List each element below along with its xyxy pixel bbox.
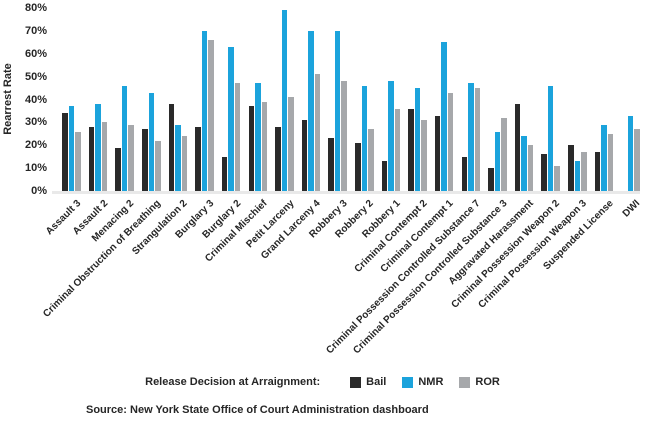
bar-nmr	[121, 85, 128, 191]
legend-items: Bail NMR ROR	[334, 376, 500, 388]
bar-ror	[368, 129, 374, 191]
legend-swatch-nmr	[402, 376, 414, 388]
y-tick-label: 10%	[24, 162, 47, 175]
y-tick-label: 50%	[24, 70, 47, 83]
bar-nmr	[201, 30, 208, 191]
bar-ror	[314, 74, 321, 191]
legend-swatch-bail	[350, 376, 362, 388]
bar-nmr	[601, 124, 607, 191]
bar-nmr	[228, 46, 234, 191]
bar-ror	[155, 140, 161, 191]
bar-nmr	[68, 106, 75, 191]
bar-bail	[355, 142, 361, 191]
y-tick-label: 0%	[31, 185, 47, 197]
bar-nmr	[175, 124, 181, 191]
bar-ror	[101, 122, 108, 191]
legend-item-bail: Bail	[350, 376, 386, 388]
legend-swatch-ror	[459, 376, 471, 388]
y-tick-label: 60%	[24, 47, 47, 60]
bar-bail	[488, 168, 494, 191]
legend-item-ror: ROR	[459, 376, 500, 388]
bar-ror	[394, 108, 401, 191]
bar-bail	[248, 106, 255, 191]
y-tick-label: 80%	[24, 2, 47, 14]
legend-label: NMR	[418, 376, 444, 388]
bar-bail	[434, 115, 441, 191]
bar-bail	[594, 152, 601, 191]
y-tick-label: 30%	[24, 116, 47, 129]
y-tick-label: 70%	[24, 24, 47, 37]
bar-nmr	[95, 104, 101, 191]
bar-ror	[581, 152, 587, 191]
bar-nmr	[574, 161, 581, 191]
bar-nmr	[627, 115, 634, 191]
bar-bail	[541, 154, 547, 191]
legend-label: Bail	[366, 376, 387, 388]
y-tick-label: 40%	[24, 93, 47, 106]
bar-bail	[514, 104, 521, 191]
bar-nmr	[547, 85, 554, 191]
bar-ror	[234, 83, 241, 191]
bar-nmr	[468, 83, 474, 191]
bar-ror	[421, 120, 427, 191]
bar-ror	[554, 165, 560, 191]
bar-ror	[607, 133, 614, 191]
bar-bail	[195, 126, 201, 191]
bar-bail	[275, 126, 281, 191]
bar-ror	[634, 129, 640, 191]
legend-item-nmr: NMR	[402, 376, 443, 388]
bar-nmr	[521, 136, 527, 191]
bar-nmr	[334, 30, 341, 191]
bar-bail	[408, 108, 414, 191]
bar-ror	[474, 88, 481, 191]
bar-nmr	[148, 92, 155, 191]
bar-nmr	[388, 81, 394, 191]
bar-ror	[501, 117, 507, 191]
legend-title: Release Decision at Arraignment:	[145, 376, 321, 388]
bar-bail	[62, 113, 68, 191]
bar-ror	[447, 92, 454, 191]
bar-bail	[168, 104, 175, 191]
bar-bail	[221, 156, 228, 191]
bar-bail	[568, 145, 574, 191]
bar-nmr	[441, 42, 447, 191]
bar-bail	[461, 156, 468, 191]
bar-bail	[381, 161, 388, 191]
bar-bail	[88, 126, 95, 191]
bar-ror	[527, 145, 534, 191]
bar-bail	[115, 147, 121, 191]
bar-nmr	[308, 30, 314, 191]
bar-nmr	[255, 83, 261, 191]
bar-ror	[288, 97, 294, 191]
bar-bail	[301, 120, 308, 191]
bar-ror	[341, 81, 347, 191]
bar-nmr	[361, 85, 368, 191]
bar-nmr	[494, 131, 501, 191]
x-axis-label: DWI	[620, 198, 643, 220]
source-note: Source: New York State Office of Court A…	[86, 404, 429, 416]
bar-ror	[208, 40, 214, 191]
bar-nmr	[281, 10, 288, 191]
y-tick-label: 20%	[24, 139, 47, 152]
bar-nmr	[414, 88, 421, 191]
legend: Release Decision at Arraignment: Bail NMR…	[0, 374, 645, 390]
bar-ror	[181, 136, 188, 191]
bar-bail	[142, 129, 148, 191]
bar-ror	[75, 131, 81, 191]
bar-ror	[128, 124, 134, 191]
bar-bail	[328, 138, 334, 191]
legend-label: ROR	[475, 376, 500, 388]
x-axis-line	[52, 191, 640, 194]
bar-ror	[261, 101, 268, 191]
